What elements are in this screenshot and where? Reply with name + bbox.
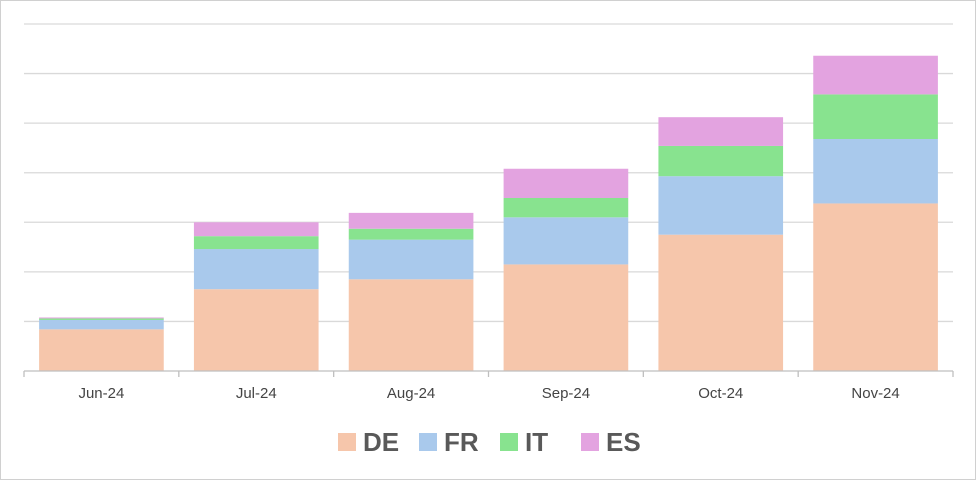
legend-label-it: IT (525, 427, 548, 457)
bar-de-aug-24 (348, 279, 474, 371)
bar-es-jul-24 (193, 222, 319, 237)
bar-fr-oct-24 (658, 176, 784, 235)
x-tick-label: Nov-24 (851, 385, 899, 402)
bar-de-jun-24 (39, 329, 164, 371)
bar-it-jun-24 (39, 318, 164, 320)
bar-it-oct-24 (658, 145, 784, 177)
x-tick-label: Oct-24 (698, 385, 743, 402)
legend-item-it: IT (500, 427, 548, 457)
legend-swatch-es (581, 433, 599, 451)
bar-fr-aug-24 (348, 239, 474, 280)
legend-item-de: DE (338, 427, 399, 457)
bar-es-jun-24 (39, 317, 164, 319)
bar-de-oct-24 (658, 234, 784, 371)
x-tick-label: Sep-24 (542, 385, 590, 402)
legend-label-es: ES (606, 427, 641, 457)
legend-item-fr: FR (419, 427, 479, 457)
gridlines (24, 23, 953, 323)
bar-fr-nov-24 (813, 139, 938, 204)
bar-it-nov-24 (813, 94, 938, 139)
legend-label-fr: FR (444, 427, 479, 457)
bar-fr-jul-24 (193, 249, 319, 290)
bar-fr-sep-24 (503, 217, 629, 265)
bars (39, 55, 938, 371)
bar-fr-jun-24 (39, 319, 164, 330)
bar-es-oct-24 (658, 117, 784, 146)
bar-it-sep-24 (503, 198, 629, 218)
bar-es-nov-24 (813, 55, 938, 95)
legend-label-de: DE (363, 427, 399, 457)
x-tick-label: Aug-24 (387, 385, 435, 402)
bar-de-nov-24 (813, 203, 938, 371)
legend-item-es: ES (581, 427, 641, 457)
legend: DE FR IT ES (338, 427, 641, 457)
legend-swatch-de (338, 433, 356, 451)
x-tick-label: Jun-24 (78, 385, 124, 402)
bar-es-sep-24 (503, 168, 629, 198)
bar-it-aug-24 (348, 228, 474, 240)
bar-es-aug-24 (348, 212, 474, 229)
bar-de-jul-24 (193, 289, 319, 371)
legend-swatch-it (500, 433, 518, 451)
x-axis: Jun-24 Jul-24 Aug-24 Sep-24 Oct-24 Nov-24 (23, 370, 954, 402)
bar-de-sep-24 (503, 264, 629, 371)
bar-it-jul-24 (193, 236, 319, 250)
x-tick-label: Jul-24 (236, 385, 277, 402)
legend-swatch-fr (419, 433, 437, 451)
